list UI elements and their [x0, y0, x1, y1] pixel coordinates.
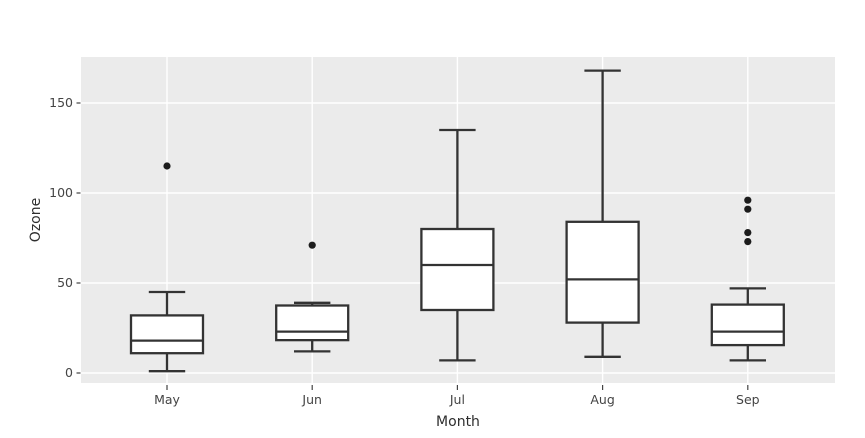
axis-tick-labels: 0 50 100 150 May Jun Jul Aug Sep: [49, 95, 760, 407]
outlier-point[interactable]: [744, 229, 752, 237]
y-tick-label: 150: [49, 95, 73, 110]
outlier-point[interactable]: [744, 238, 752, 246]
outlier-point[interactable]: [163, 162, 171, 170]
box-may[interactable]: [129, 162, 205, 373]
box-jun[interactable]: [275, 241, 350, 353]
box-jul[interactable]: [420, 128, 495, 362]
y-tick-label: 100: [49, 185, 73, 200]
iqr-box[interactable]: [129, 314, 205, 355]
outlier-point[interactable]: [744, 205, 752, 213]
y-tick-label: 50: [57, 275, 73, 290]
outlier-point[interactable]: [744, 196, 752, 204]
box-aug[interactable]: [565, 69, 640, 358]
x-tick-label-jul: Jul: [449, 392, 465, 407]
x-tick-label-jun: Jun: [301, 392, 322, 407]
box-series[interactable]: [129, 69, 785, 373]
y-tick-label: 0: [65, 365, 73, 380]
axis-ticks: [76, 102, 749, 390]
outlier-point[interactable]: [308, 241, 316, 249]
y-axis-title: Ozone: [28, 198, 44, 242]
iqr-box[interactable]: [275, 304, 350, 342]
x-tick-label-sep: Sep: [736, 392, 760, 407]
x-axis-title: Month: [436, 414, 480, 430]
x-tick-label-aug: Aug: [590, 392, 614, 407]
iqr-box[interactable]: [710, 303, 785, 347]
box-sep[interactable]: [710, 196, 785, 362]
iqr-box[interactable]: [565, 220, 640, 324]
x-tick-label-may: May: [154, 392, 180, 407]
iqr-box[interactable]: [420, 227, 495, 312]
